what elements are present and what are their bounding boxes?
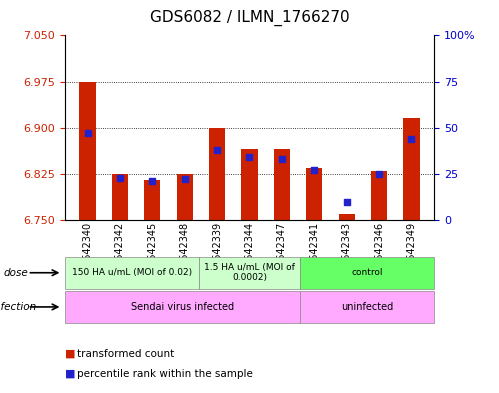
Point bbox=[181, 176, 189, 183]
Point bbox=[213, 147, 221, 153]
Text: transformed count: transformed count bbox=[77, 349, 175, 359]
Point bbox=[343, 198, 351, 205]
Text: ■: ■ bbox=[65, 369, 75, 379]
Bar bbox=[79, 82, 96, 220]
Text: 1.5 HA u/mL (MOI of
0.0002): 1.5 HA u/mL (MOI of 0.0002) bbox=[204, 263, 295, 283]
Text: 150 HA u/mL (MOI of 0.02): 150 HA u/mL (MOI of 0.02) bbox=[72, 268, 192, 277]
Bar bbox=[242, 149, 257, 220]
Text: infection: infection bbox=[0, 302, 36, 312]
Text: GDS6082 / ILMN_1766270: GDS6082 / ILMN_1766270 bbox=[150, 10, 349, 26]
Text: ■: ■ bbox=[65, 349, 75, 359]
Bar bbox=[274, 149, 290, 220]
Point bbox=[116, 174, 124, 181]
Point bbox=[83, 130, 91, 136]
Bar bbox=[209, 128, 225, 220]
Point bbox=[375, 171, 383, 177]
Bar bbox=[339, 214, 355, 220]
Text: percentile rank within the sample: percentile rank within the sample bbox=[77, 369, 253, 379]
Point bbox=[310, 167, 318, 173]
Text: dose: dose bbox=[3, 268, 28, 278]
Text: control: control bbox=[351, 268, 383, 277]
Point bbox=[148, 178, 156, 184]
Bar bbox=[371, 171, 387, 220]
Point bbox=[246, 154, 253, 160]
Bar bbox=[112, 174, 128, 220]
Bar bbox=[177, 174, 193, 220]
Point bbox=[408, 136, 416, 142]
Bar bbox=[403, 119, 420, 220]
Text: uninfected: uninfected bbox=[341, 302, 393, 312]
Text: Sendai virus infected: Sendai virus infected bbox=[131, 302, 234, 312]
Bar bbox=[306, 168, 322, 220]
Point bbox=[278, 156, 286, 162]
Bar bbox=[144, 180, 160, 220]
